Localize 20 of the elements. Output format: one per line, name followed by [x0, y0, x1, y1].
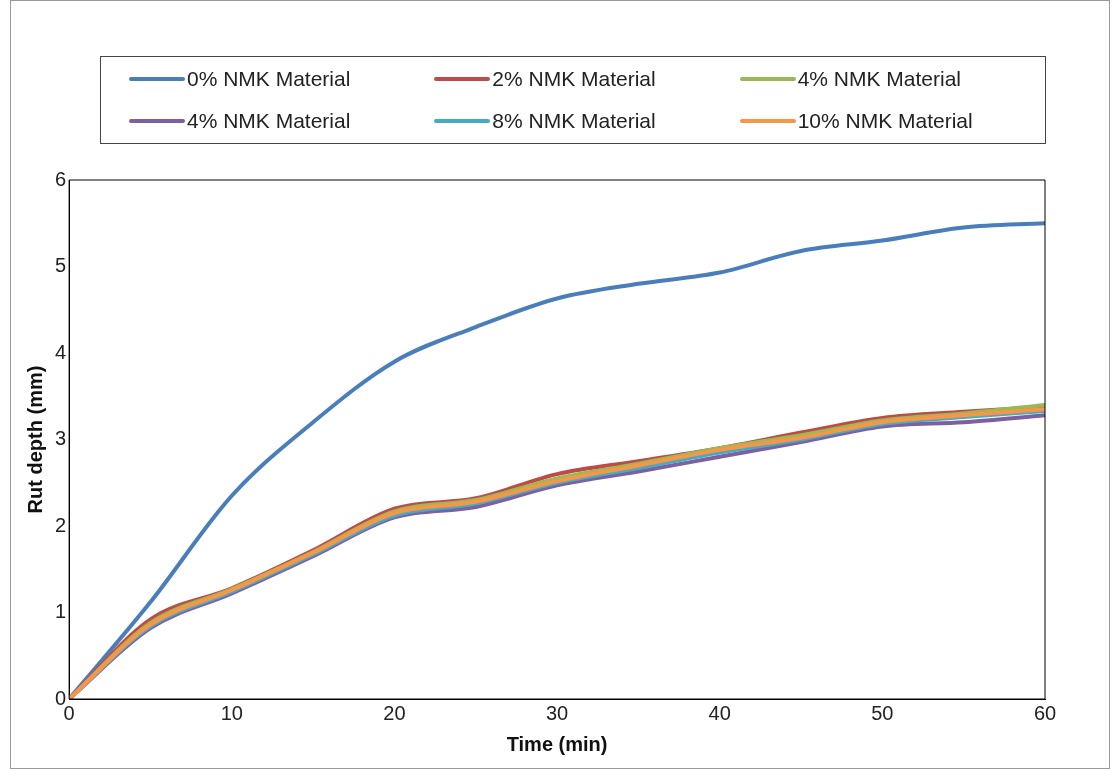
- x-tick-label: 50: [871, 701, 894, 724]
- legend-label: 4% NMK Material: [187, 109, 351, 133]
- x-tick-label: 60: [1033, 701, 1057, 724]
- y-axis-title: Rut depth (mm): [23, 365, 46, 514]
- y-tick-label: 6: [55, 167, 67, 190]
- y-tick-label: 2: [55, 513, 67, 536]
- x-tick-label: 10: [220, 701, 243, 724]
- legend-label: 0% NMK Material: [187, 67, 351, 91]
- y-tick-label: 5: [55, 254, 67, 277]
- y-tick-label: 1: [55, 600, 67, 623]
- x-tick-label: 30: [545, 701, 569, 724]
- x-axis-title: Time (min): [506, 732, 608, 755]
- legend-label: 4% NMK Material: [797, 67, 962, 91]
- x-tick-label: 20: [383, 701, 406, 724]
- x-tick-label: 40: [708, 701, 731, 724]
- y-tick-label: 3: [55, 427, 67, 450]
- y-tick-label: 4: [55, 340, 67, 363]
- legend-label: 2% NMK Material: [492, 67, 656, 91]
- legend-label: 10% NMK Material: [797, 109, 973, 133]
- legend-label: 8% NMK Material: [492, 109, 656, 133]
